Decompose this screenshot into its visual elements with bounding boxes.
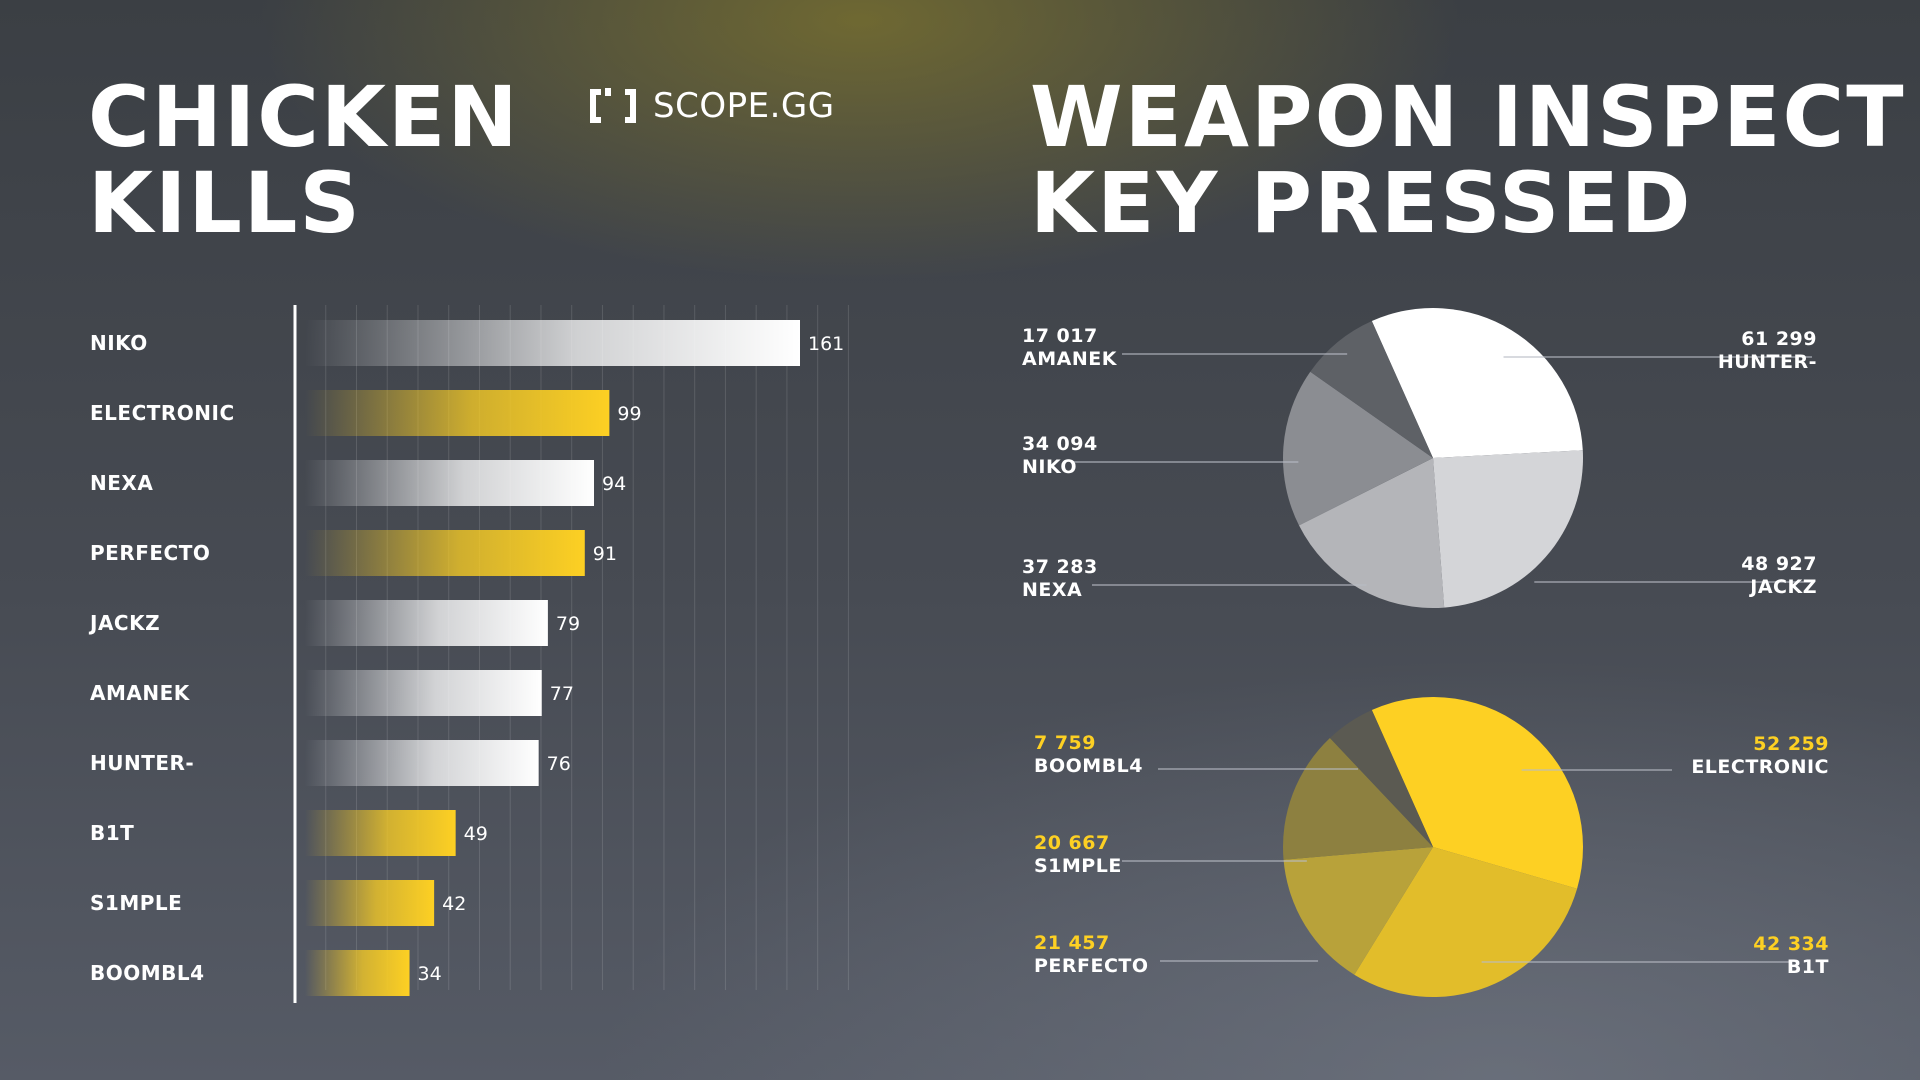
pie-label-electronic: ELECTRONIC	[1691, 756, 1829, 778]
brand-logo: SCOPE.GG	[587, 86, 835, 126]
chicken-kills-title: CHICKEN KILLS	[88, 68, 520, 252]
pie-value-nexa: 37 283	[1022, 556, 1098, 578]
pie-value-b1t: 42 334	[1753, 933, 1829, 955]
pie-value-electronic: 52 259	[1753, 733, 1829, 755]
bar-value-electronic: 99	[617, 403, 641, 425]
bar-value-s1mple: 42	[442, 893, 466, 915]
bar-value-b1t: 49	[464, 823, 488, 845]
pie-value-amanek: 17 017	[1022, 325, 1098, 347]
pie-value-hunter-: 61 299	[1741, 328, 1817, 350]
bar-perfecto	[305, 530, 585, 576]
pie-value-perfecto: 21 457	[1034, 932, 1110, 954]
bar-label-nexa: NEXA	[90, 471, 153, 495]
bar-label-niko: NIKO	[90, 331, 148, 355]
pie-label-perfecto: PERFECTO	[1034, 955, 1149, 977]
pie-slice-jackz	[1433, 450, 1583, 608]
bar-value-niko: 161	[808, 333, 844, 355]
bar-label-electronic: ELECTRONIC	[90, 401, 235, 425]
pie-label-jackz: JACKZ	[1748, 576, 1817, 598]
bar-value-nexa: 94	[602, 473, 626, 495]
bar-electronic	[305, 390, 610, 436]
bar-label-perfecto: PERFECTO	[90, 541, 210, 565]
bar-boombl4	[305, 950, 410, 996]
weapon-inspect-title: WEAPON INSPECT KEY PRESSED	[1030, 68, 1906, 252]
bar-value-perfecto: 91	[593, 543, 617, 565]
chicken-kills-bar-chart: NIKO 161 ELECTRONIC 99 NEXA 94 PERFECTO 91 JACKZ…	[88, 305, 849, 1003]
bar-amanek	[305, 670, 542, 716]
pie-slice-b1t	[1354, 847, 1578, 997]
bar-label-boombl4: BOOMBL4	[90, 961, 205, 985]
pie-slice-amanek	[1310, 321, 1433, 458]
bracket-logo-icon	[590, 88, 636, 123]
pie-slice-nexa	[1298, 458, 1445, 608]
bar-jackz	[305, 600, 548, 646]
pie-slice-niko	[1283, 371, 1433, 526]
bar-b1t	[305, 810, 456, 856]
bar-label-jackz: JACKZ	[88, 611, 160, 635]
pie-value-jackz: 48 927	[1741, 553, 1817, 575]
pie-slice-hunter-	[1371, 308, 1583, 458]
pie-slice-perfecto	[1283, 847, 1433, 975]
bar-label-b1t: B1T	[90, 821, 134, 845]
pie-label-nexa: NEXA	[1022, 579, 1082, 601]
pie-slice-electronic	[1371, 697, 1583, 889]
pie-label-b1t: B1T	[1787, 956, 1829, 978]
pie-slice-boombl4	[1329, 710, 1433, 847]
brand-name: SCOPE.GG	[653, 86, 835, 126]
pie-label-s1mple: S1MPLE	[1034, 855, 1122, 877]
bar-label-s1mple: S1MPLE	[90, 891, 182, 915]
pie-value-boombl4: 7 759	[1034, 732, 1096, 754]
pie-label-boombl4: BOOMBL4	[1034, 755, 1143, 777]
pie-label-niko: NIKO	[1022, 456, 1077, 478]
pie-label-hunter-: HUNTER-	[1718, 351, 1817, 373]
bar-value-hunter-: 76	[547, 753, 571, 775]
bar-label-hunter-: HUNTER-	[90, 751, 194, 775]
bar-s1mple	[305, 880, 435, 926]
bar-label-amanek: AMANEK	[90, 681, 191, 705]
bar-value-boombl4: 34	[418, 963, 442, 985]
bar-nexa	[305, 460, 595, 506]
pie-value-niko: 34 094	[1022, 433, 1098, 455]
bar-value-amanek: 77	[550, 683, 574, 705]
pie-label-amanek: AMANEK	[1022, 348, 1118, 370]
pie-value-s1mple: 20 667	[1034, 832, 1110, 854]
bar-hunter-	[305, 740, 539, 786]
bar-value-jackz: 79	[556, 613, 580, 635]
bar-niko	[305, 320, 800, 366]
